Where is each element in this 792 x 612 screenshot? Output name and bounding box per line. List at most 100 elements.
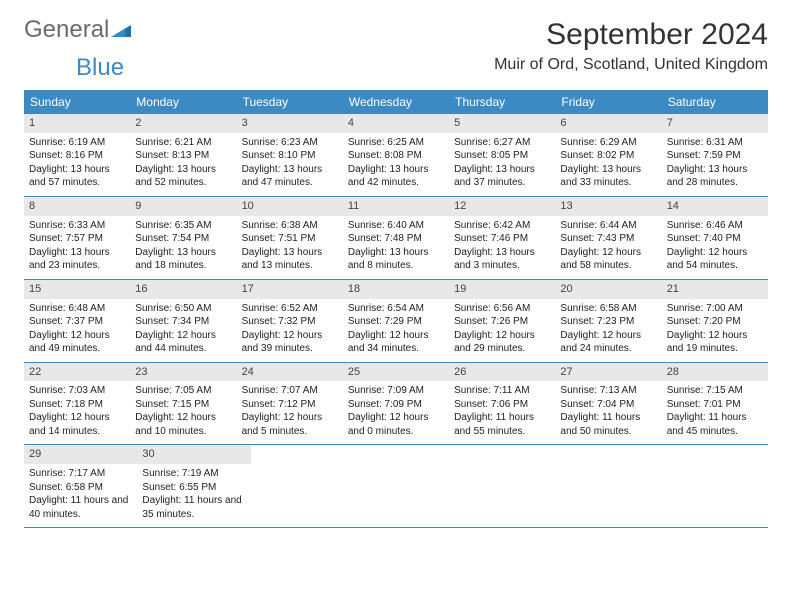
day-number: 25 — [343, 363, 449, 382]
day-info: Sunrise: 7:03 AMSunset: 7:18 PMDaylight:… — [29, 384, 125, 438]
empty-cell — [458, 445, 561, 527]
daylight-text: Daylight: 12 hours and 14 minutes. — [29, 411, 125, 438]
day-info: Sunrise: 6:40 AMSunset: 7:48 PMDaylight:… — [348, 219, 444, 273]
day-info: Sunrise: 7:11 AMSunset: 7:06 PMDaylight:… — [454, 384, 550, 438]
day-cell: 14Sunrise: 6:46 AMSunset: 7:40 PMDayligh… — [662, 197, 768, 279]
day-cell: 19Sunrise: 6:56 AMSunset: 7:26 PMDayligh… — [449, 280, 555, 362]
daylight-text: Daylight: 12 hours and 58 minutes. — [560, 246, 656, 273]
day-number: 24 — [237, 363, 343, 382]
sunrise-text: Sunrise: 6:29 AM — [560, 136, 656, 150]
weekday-cell: Friday — [555, 90, 661, 114]
daylight-text: Daylight: 12 hours and 0 minutes. — [348, 411, 444, 438]
day-info: Sunrise: 6:23 AMSunset: 8:10 PMDaylight:… — [242, 136, 338, 190]
sunrise-text: Sunrise: 6:35 AM — [135, 219, 231, 233]
day-info: Sunrise: 6:56 AMSunset: 7:26 PMDaylight:… — [454, 302, 550, 356]
weekday-cell: Tuesday — [237, 90, 343, 114]
logo-text-blue: Blue — [76, 56, 124, 80]
daylight-text: Daylight: 13 hours and 37 minutes. — [454, 163, 550, 190]
day-info: Sunrise: 6:21 AMSunset: 8:13 PMDaylight:… — [135, 136, 231, 190]
month-title: September 2024 — [494, 18, 768, 52]
daylight-text: Daylight: 12 hours and 49 minutes. — [29, 329, 125, 356]
day-cell: 16Sunrise: 6:50 AMSunset: 7:34 PMDayligh… — [130, 280, 236, 362]
daylight-text: Daylight: 12 hours and 10 minutes. — [135, 411, 231, 438]
week-row: 22 Sunrise: 7:03 AMSunset: 7:18 PMDayligh… — [24, 363, 768, 446]
week-row: 8Sunrise: 6:33 AMSunset: 7:57 PMDaylight… — [24, 197, 768, 280]
sunset-text: Sunset: 8:16 PM — [29, 149, 125, 163]
day-cell: 9Sunrise: 6:35 AMSunset: 7:54 PMDaylight… — [130, 197, 236, 279]
day-info: Sunrise: 7:07 AMSunset: 7:12 PMDaylight:… — [242, 384, 338, 438]
sunrise-text: Sunrise: 7:05 AM — [135, 384, 231, 398]
day-info: Sunrise: 6:33 AMSunset: 7:57 PMDaylight:… — [29, 219, 125, 273]
title-block: September 2024 Muir of Ord, Scotland, Un… — [494, 18, 768, 74]
day-info: Sunrise: 6:27 AMSunset: 8:05 PMDaylight:… — [454, 136, 550, 190]
day-number: 18 — [343, 280, 449, 299]
day-info: Sunrise: 7:00 AMSunset: 7:20 PMDaylight:… — [667, 302, 763, 356]
day-cell: 23Sunrise: 7:05 AMSunset: 7:15 PMDayligh… — [130, 363, 236, 445]
day-number: 2 — [130, 114, 236, 133]
day-cell: 18Sunrise: 6:54 AMSunset: 7:29 PMDayligh… — [343, 280, 449, 362]
sunset-text: Sunset: 7:51 PM — [242, 232, 338, 246]
day-info: Sunrise: 6:25 AMSunset: 8:08 PMDaylight:… — [348, 136, 444, 190]
weekday-cell: Sunday — [24, 90, 130, 114]
sunset-text: Sunset: 6:55 PM — [142, 481, 245, 495]
logo: General — [24, 18, 131, 42]
day-cell: 4 Sunrise: 6:25 AMSunset: 8:08 PMDaylight… — [343, 114, 449, 196]
sunrise-text: Sunrise: 7:07 AM — [242, 384, 338, 398]
day-number: 5 — [449, 114, 555, 133]
day-info: Sunrise: 6:19 AMSunset: 8:16 PMDaylight:… — [29, 136, 125, 190]
day-cell: 28Sunrise: 7:15 AMSunset: 7:01 PMDayligh… — [662, 363, 768, 445]
day-info: Sunrise: 6:38 AMSunset: 7:51 PMDaylight:… — [242, 219, 338, 273]
sunset-text: Sunset: 6:58 PM — [29, 481, 132, 495]
sunset-text: Sunset: 8:08 PM — [348, 149, 444, 163]
day-number: 7 — [662, 114, 768, 133]
day-cell: 11Sunrise: 6:40 AMSunset: 7:48 PMDayligh… — [343, 197, 449, 279]
location-text: Muir of Ord, Scotland, United Kingdom — [494, 56, 768, 74]
daylight-text: Daylight: 11 hours and 55 minutes. — [454, 411, 550, 438]
day-number: 1 — [24, 114, 130, 133]
daylight-text: Daylight: 13 hours and 28 minutes. — [667, 163, 763, 190]
sunrise-text: Sunrise: 7:09 AM — [348, 384, 444, 398]
daylight-text: Daylight: 11 hours and 40 minutes. — [29, 494, 132, 521]
day-info: Sunrise: 6:35 AMSunset: 7:54 PMDaylight:… — [135, 219, 231, 273]
day-number: 4 — [343, 114, 449, 133]
day-number: 22 — [24, 363, 130, 382]
daylight-text: Daylight: 13 hours and 33 minutes. — [560, 163, 656, 190]
week-row: 29Sunrise: 7:17 AMSunset: 6:58 PMDayligh… — [24, 445, 768, 528]
weekday-cell: Saturday — [662, 90, 768, 114]
sunset-text: Sunset: 7:20 PM — [667, 315, 763, 329]
day-info: Sunrise: 7:13 AMSunset: 7:04 PMDaylight:… — [560, 384, 656, 438]
day-info: Sunrise: 6:50 AMSunset: 7:34 PMDaylight:… — [135, 302, 231, 356]
daylight-text: Daylight: 12 hours and 54 minutes. — [667, 246, 763, 273]
logo-arrow-icon — [111, 18, 131, 42]
day-info: Sunrise: 6:29 AMSunset: 8:02 PMDaylight:… — [560, 136, 656, 190]
sunrise-text: Sunrise: 7:03 AM — [29, 384, 125, 398]
sunrise-text: Sunrise: 6:31 AM — [667, 136, 763, 150]
logo-text-general: General — [24, 18, 109, 42]
sunset-text: Sunset: 7:15 PM — [135, 398, 231, 412]
weekday-header-row: SundayMondayTuesdayWednesdayThursdayFrid… — [24, 90, 768, 114]
sunrise-text: Sunrise: 6:25 AM — [348, 136, 444, 150]
sunset-text: Sunset: 7:04 PM — [560, 398, 656, 412]
sunset-text: Sunset: 7:23 PM — [560, 315, 656, 329]
sunrise-text: Sunrise: 6:44 AM — [560, 219, 656, 233]
day-info: Sunrise: 6:46 AMSunset: 7:40 PMDaylight:… — [667, 219, 763, 273]
empty-cell — [354, 445, 457, 527]
sunset-text: Sunset: 7:01 PM — [667, 398, 763, 412]
sunset-text: Sunset: 7:26 PM — [454, 315, 550, 329]
day-cell: 22 Sunrise: 7:03 AMSunset: 7:18 PMDayligh… — [24, 363, 130, 445]
weekday-cell: Monday — [130, 90, 236, 114]
sunrise-text: Sunrise: 7:13 AM — [560, 384, 656, 398]
daylight-text: Daylight: 13 hours and 18 minutes. — [135, 246, 231, 273]
sunrise-text: Sunrise: 7:19 AM — [142, 467, 245, 481]
day-cell: 12Sunrise: 6:42 AMSunset: 7:46 PMDayligh… — [449, 197, 555, 279]
day-number: 29 — [24, 445, 137, 464]
day-number: 17 — [237, 280, 343, 299]
daylight-text: Daylight: 12 hours and 39 minutes. — [242, 329, 338, 356]
daylight-text: Daylight: 12 hours and 44 minutes. — [135, 329, 231, 356]
sunrise-text: Sunrise: 6:40 AM — [348, 219, 444, 233]
sunset-text: Sunset: 7:37 PM — [29, 315, 125, 329]
sunset-text: Sunset: 8:10 PM — [242, 149, 338, 163]
day-cell: 1 Sunrise: 6:19 AMSunset: 8:16 PMDaylight… — [24, 114, 130, 196]
day-cell: 10 Sunrise: 6:38 AMSunset: 7:51 PMDayligh… — [237, 197, 343, 279]
day-number: 10 — [237, 197, 343, 216]
